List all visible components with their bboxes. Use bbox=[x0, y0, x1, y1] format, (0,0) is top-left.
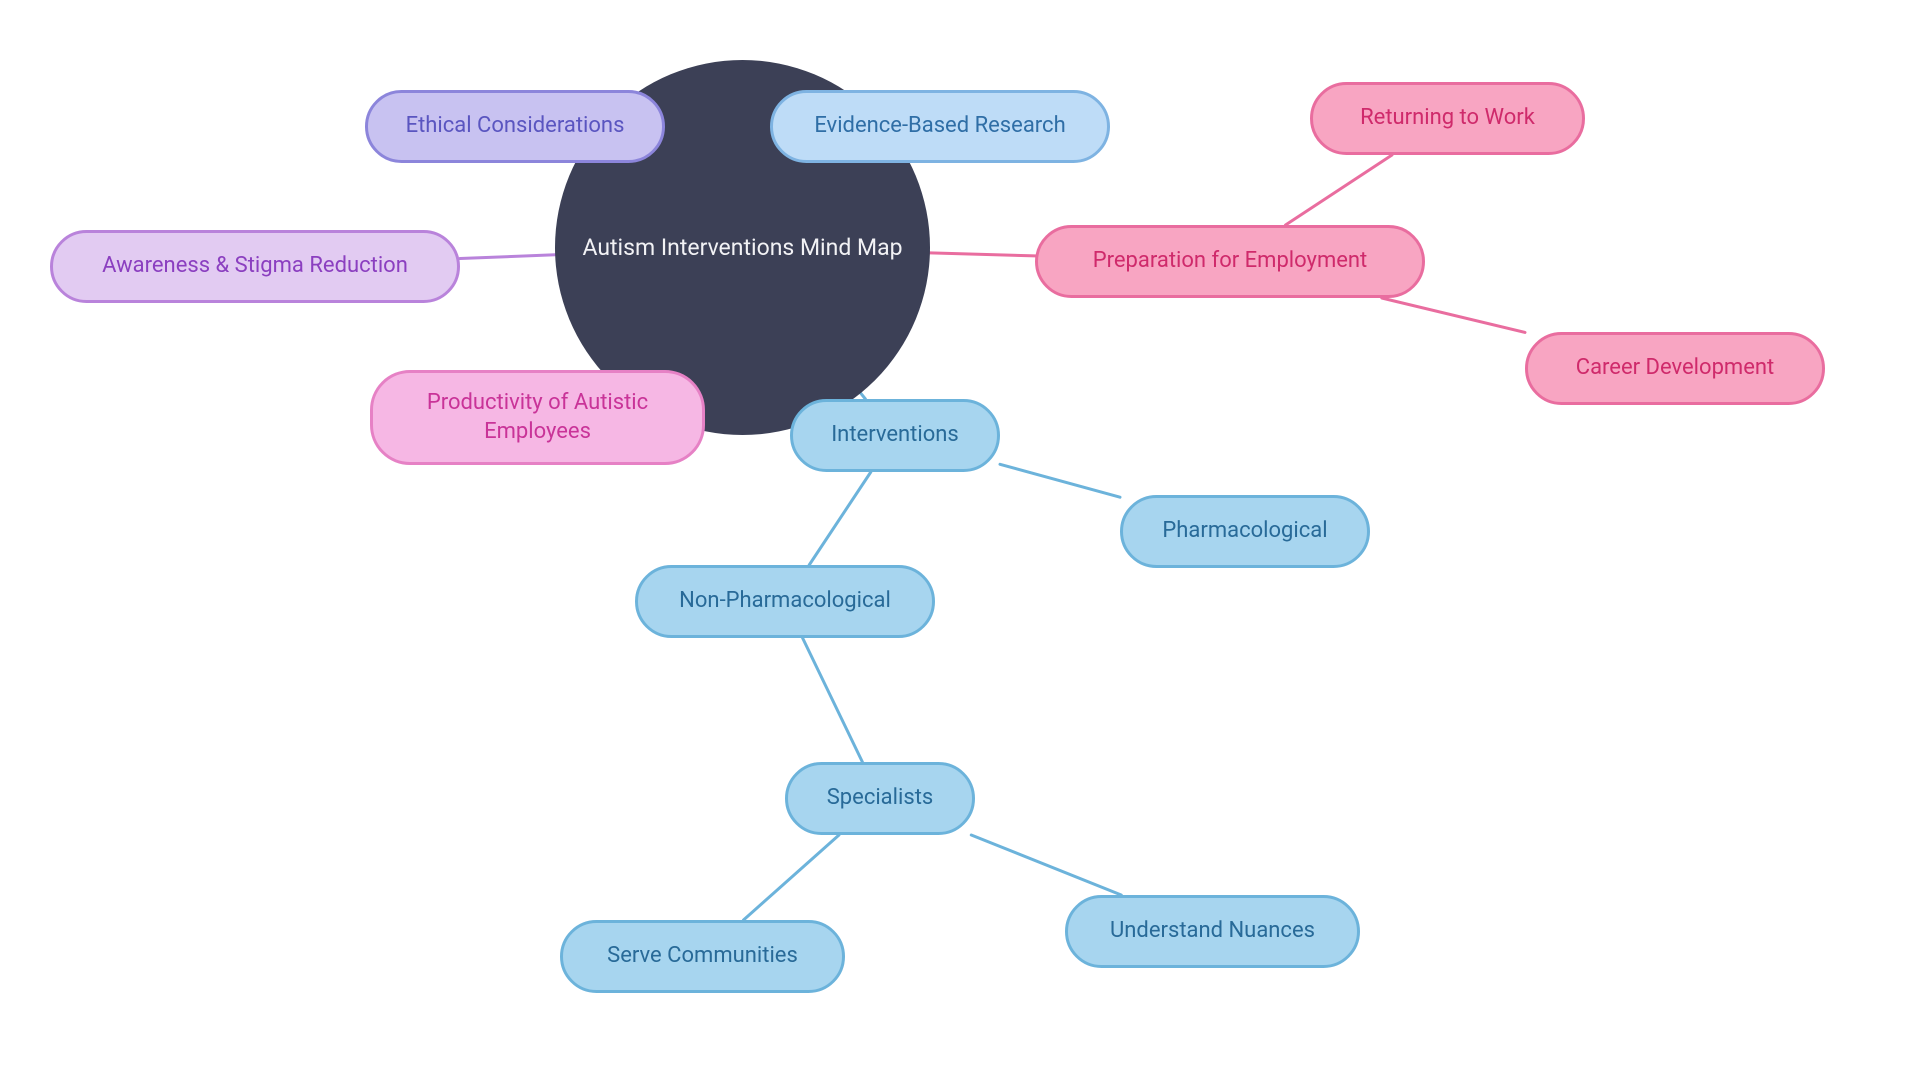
node-returning-label: Returning to Work bbox=[1360, 104, 1535, 133]
node-specialists[interactable]: Specialists bbox=[785, 762, 975, 835]
node-preparation-label: Preparation for Employment bbox=[1093, 247, 1368, 276]
node-career-label: Career Development bbox=[1576, 354, 1774, 383]
node-nonpharm[interactable]: Non-Pharmacological bbox=[635, 565, 935, 638]
node-returning[interactable]: Returning to Work bbox=[1310, 82, 1585, 155]
node-understand-label: Understand Nuances bbox=[1110, 917, 1315, 946]
node-center-label: Autism Interventions Mind Map bbox=[582, 233, 902, 263]
node-career[interactable]: Career Development bbox=[1525, 332, 1825, 405]
node-interventions-label: Interventions bbox=[831, 421, 959, 450]
node-awareness[interactable]: Awareness & Stigma Reduction bbox=[50, 230, 460, 303]
node-interventions[interactable]: Interventions bbox=[790, 399, 1000, 472]
node-serve-label: Serve Communities bbox=[607, 942, 798, 971]
node-productivity-label: Productivity of Autistic Employees bbox=[397, 389, 678, 446]
mindmap-canvas: Autism Interventions Mind Map Ethical Co… bbox=[0, 0, 1920, 1080]
node-awareness-label: Awareness & Stigma Reduction bbox=[102, 252, 408, 281]
node-serve[interactable]: Serve Communities bbox=[560, 920, 845, 993]
node-specialists-label: Specialists bbox=[827, 784, 934, 813]
node-evidence-label: Evidence-Based Research bbox=[814, 112, 1065, 141]
node-ethical[interactable]: Ethical Considerations bbox=[365, 90, 665, 163]
node-pharmacological[interactable]: Pharmacological bbox=[1120, 495, 1370, 568]
node-preparation[interactable]: Preparation for Employment bbox=[1035, 225, 1425, 298]
node-evidence[interactable]: Evidence-Based Research bbox=[770, 90, 1110, 163]
node-nonpharm-label: Non-Pharmacological bbox=[679, 587, 891, 616]
node-understand[interactable]: Understand Nuances bbox=[1065, 895, 1360, 968]
node-productivity[interactable]: Productivity of Autistic Employees bbox=[370, 370, 705, 465]
node-ethical-label: Ethical Considerations bbox=[406, 112, 625, 141]
node-pharmacological-label: Pharmacological bbox=[1162, 517, 1327, 546]
